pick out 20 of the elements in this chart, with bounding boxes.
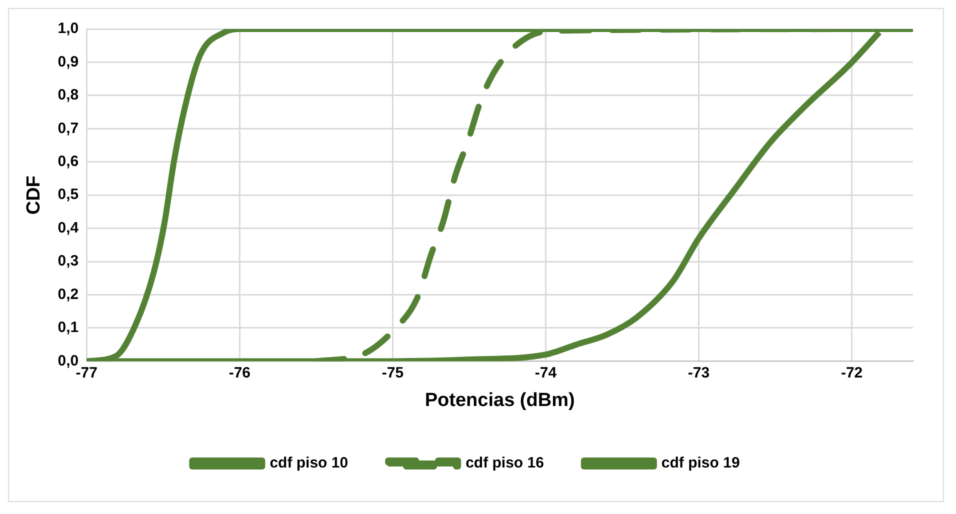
y-tick-label: 0,4: [58, 219, 80, 236]
legend-label: cdf piso 16: [466, 454, 544, 472]
y-tick-label: 0,6: [58, 153, 79, 170]
y-tick-label: 0,2: [58, 286, 79, 303]
y-tick-label: 1,0: [58, 20, 79, 38]
x-tick-label: -74: [534, 364, 558, 382]
x-tick-label: -72: [840, 364, 863, 382]
x-tick-label: -76: [228, 364, 251, 382]
y-tick-label: 0,7: [58, 120, 79, 137]
y-tick-label: 0,9: [58, 53, 79, 70]
y-tick-label: 0,8: [58, 86, 79, 104]
x-tick-label: -75: [382, 364, 404, 382]
legend-label: cdf piso 19: [661, 454, 740, 472]
y-tick-label: 0,5: [58, 186, 79, 204]
x-tick-label: -73: [688, 364, 710, 382]
x-axis-title: Potencias (dBm): [424, 390, 575, 411]
y-tick-label: 0,1: [58, 319, 79, 336]
y-tick-label: 0,3: [58, 252, 79, 270]
y-axis-title: CDF: [24, 176, 45, 215]
legend-label: cdf piso 10: [270, 454, 348, 472]
